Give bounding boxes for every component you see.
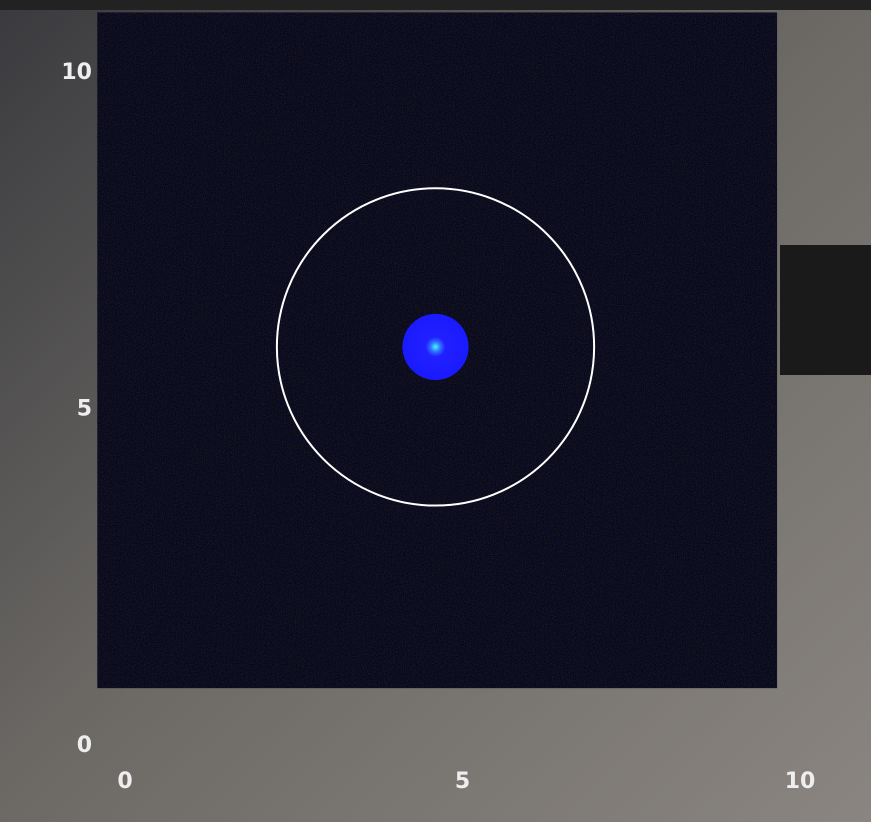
y-tick-label: 5 [77, 397, 92, 422]
top-strip [0, 0, 871, 10]
peak [402, 314, 468, 380]
background-object [780, 245, 871, 375]
x-tick-label: 5 [455, 769, 470, 794]
chart: 0 5 10 0 5 10 [0, 0, 871, 822]
y-tick-label: 10 [61, 60, 92, 85]
y-tick-label: 0 [77, 733, 92, 758]
x-tick-label: 10 [785, 769, 816, 794]
x-tick-label: 0 [117, 769, 132, 794]
